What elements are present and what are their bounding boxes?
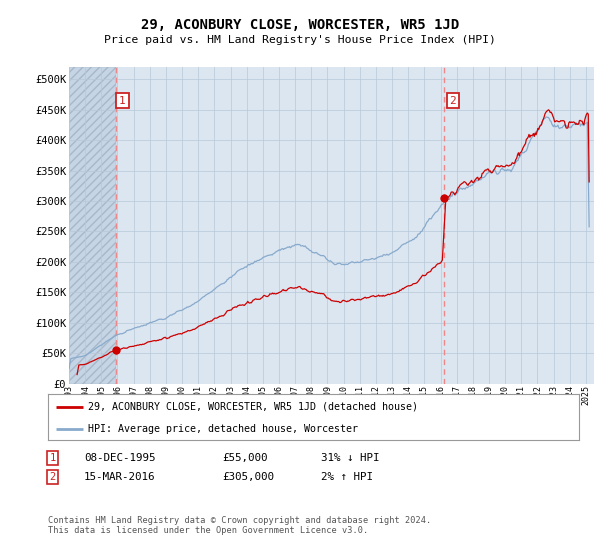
Bar bbox=[69, 67, 116, 384]
Text: 2: 2 bbox=[449, 96, 456, 106]
Text: Price paid vs. HM Land Registry's House Price Index (HPI): Price paid vs. HM Land Registry's House … bbox=[104, 35, 496, 45]
Text: 2: 2 bbox=[50, 472, 56, 482]
Text: HPI: Average price, detached house, Worcester: HPI: Average price, detached house, Worc… bbox=[88, 424, 358, 435]
Text: Contains HM Land Registry data © Crown copyright and database right 2024.
This d: Contains HM Land Registry data © Crown c… bbox=[48, 516, 431, 535]
Text: 29, ACONBURY CLOSE, WORCESTER, WR5 1JD (detached house): 29, ACONBURY CLOSE, WORCESTER, WR5 1JD (… bbox=[88, 402, 418, 412]
Text: 1: 1 bbox=[50, 453, 56, 463]
Text: 15-MAR-2016: 15-MAR-2016 bbox=[84, 472, 155, 482]
Text: 29, ACONBURY CLOSE, WORCESTER, WR5 1JD: 29, ACONBURY CLOSE, WORCESTER, WR5 1JD bbox=[141, 18, 459, 32]
Text: 08-DEC-1995: 08-DEC-1995 bbox=[84, 453, 155, 463]
Text: £55,000: £55,000 bbox=[222, 453, 268, 463]
Text: 2% ↑ HPI: 2% ↑ HPI bbox=[321, 472, 373, 482]
Text: £305,000: £305,000 bbox=[222, 472, 274, 482]
Text: 31% ↓ HPI: 31% ↓ HPI bbox=[321, 453, 380, 463]
Text: 1: 1 bbox=[119, 96, 126, 106]
